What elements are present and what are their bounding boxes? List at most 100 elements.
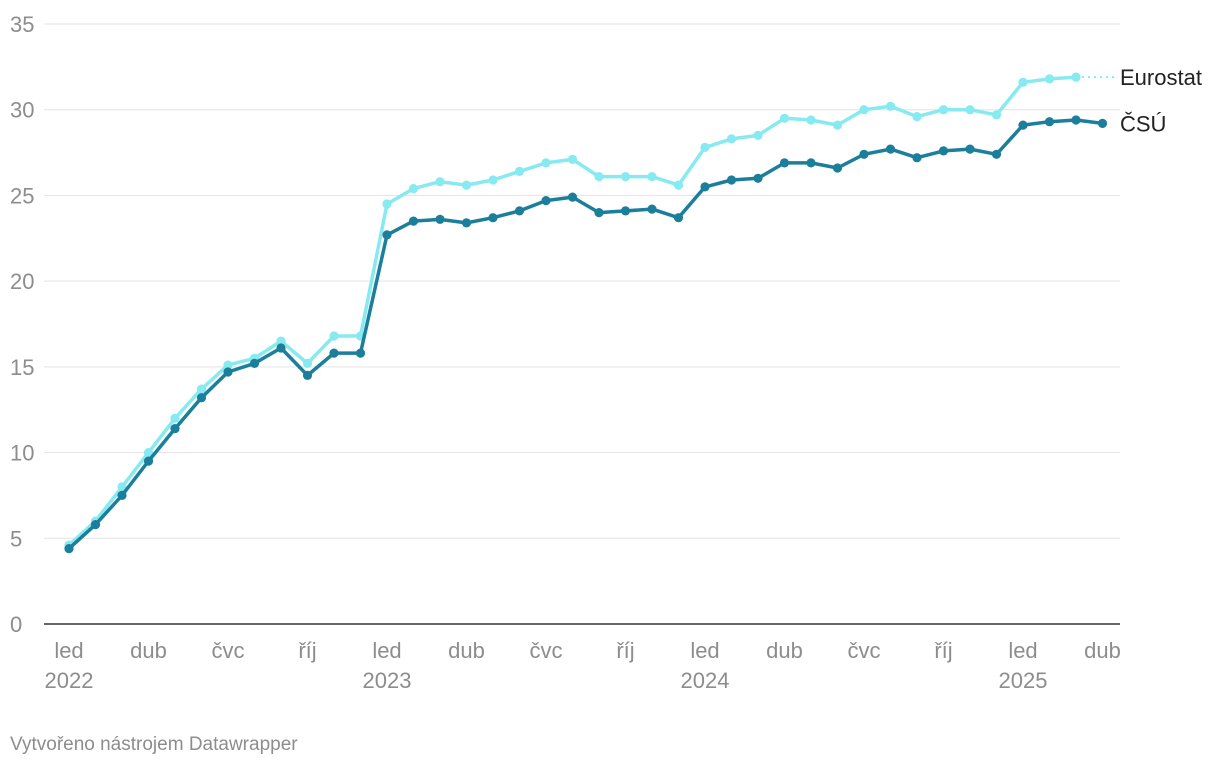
x-tick-label: čvc: [848, 638, 881, 663]
x-tick-year-label: 2025: [999, 668, 1048, 693]
data-point-eurostat: [223, 360, 233, 370]
x-tick-label: čvc: [212, 638, 245, 663]
data-point-csu: [223, 367, 233, 377]
data-point-eurostat: [514, 166, 525, 176]
datawrapper-credit-link[interactable]: Vytvořeno nástrojem Datawrapper: [10, 734, 298, 755]
data-point-eurostat: [753, 130, 763, 140]
data-point-csu: [885, 144, 896, 154]
data-point-eurostat: [673, 180, 684, 190]
y-tick-label: 0: [10, 612, 22, 637]
data-point-eurostat: [488, 175, 498, 185]
data-point-csu: [938, 146, 949, 156]
x-tick-year-label: 2024: [681, 668, 730, 693]
data-point-csu: [806, 158, 816, 168]
data-point-csu: [302, 370, 313, 380]
data-point-csu: [276, 343, 286, 353]
data-point-csu: [90, 520, 101, 530]
data-point-csu: [859, 149, 869, 159]
data-point-eurostat: [859, 105, 869, 115]
data-point-csu: [1071, 115, 1081, 125]
series-end-labels: Eurostat ČSÚ: [1082, 65, 1202, 136]
y-tick-label: 20: [10, 269, 34, 294]
y-tick-label: 35: [10, 12, 34, 37]
data-point-eurostat: [779, 113, 790, 123]
data-point-csu: [488, 213, 498, 223]
x-tick-label: čvc: [530, 638, 563, 663]
y-tick-label: 5: [10, 526, 22, 551]
data-point-eurostat: [700, 142, 710, 152]
data-point-csu: [912, 153, 922, 163]
data-point-eurostat: [991, 110, 1002, 120]
series-label-eurostat: Eurostat: [1120, 65, 1202, 90]
y-tick-label: 30: [10, 98, 34, 123]
data-point-eurostat: [726, 134, 737, 144]
x-tick-label: říj: [616, 638, 634, 663]
data-point-eurostat: [647, 172, 657, 182]
x-tick-label: led: [372, 638, 401, 663]
data-point-csu: [435, 214, 445, 224]
data-point-eurostat: [196, 384, 207, 394]
data-point-eurostat: [806, 115, 816, 125]
data-point-csu: [965, 144, 975, 154]
data-point-csu: [647, 204, 657, 214]
data-point-csu: [355, 348, 366, 358]
data-point-eurostat: [408, 184, 419, 194]
data-point-eurostat: [965, 105, 975, 115]
data-point-eurostat: [594, 172, 604, 182]
y-axis: 0 5 10 15 20 25 30 35: [10, 12, 34, 637]
data-point-eurostat: [620, 172, 631, 182]
data-point-csu: [700, 182, 710, 192]
series-label-csu: ČSÚ: [1120, 111, 1166, 136]
data-point-eurostat: [885, 101, 896, 111]
data-point-eurostat: [1044, 74, 1055, 84]
x-tick-label: říj: [934, 638, 952, 663]
x-tick-label: říj: [298, 638, 316, 663]
data-point-eurostat: [912, 112, 922, 122]
data-point-csu: [382, 230, 392, 240]
data-point-csu: [196, 393, 207, 403]
data-point-csu: [117, 490, 127, 500]
gridlines: [44, 23, 1120, 625]
series-line-eurostat: [67, 75, 1078, 547]
x-tick-label: dub: [448, 638, 485, 663]
data-point-csu: [726, 175, 737, 185]
data-point-csu: [64, 544, 74, 554]
data-point-csu: [673, 213, 684, 223]
data-point-csu: [461, 218, 472, 228]
x-tick-label: led: [1008, 638, 1037, 663]
data-point-eurostat: [170, 413, 180, 423]
data-point-csu: [594, 208, 604, 218]
x-axis: led 2022 dub čvc říj led 2023 dub čvc říj led 2024 d…: [45, 638, 1121, 693]
x-tick-label: led: [54, 638, 83, 663]
series-lines: [64, 72, 1108, 554]
data-point-csu: [567, 192, 578, 202]
data-point-csu: [1018, 120, 1028, 130]
data-point-eurostat: [143, 448, 154, 458]
x-tick-label: dub: [766, 638, 803, 663]
y-tick-label: 25: [10, 183, 34, 208]
data-point-eurostat: [938, 105, 949, 115]
data-point-eurostat: [832, 120, 843, 130]
data-point-eurostat: [435, 177, 445, 187]
x-tick-year-label: 2022: [45, 668, 94, 693]
data-point-eurostat: [1018, 77, 1028, 87]
y-tick-label: 10: [10, 441, 34, 466]
data-point-eurostat: [567, 154, 578, 164]
series-line-csu: [67, 118, 1105, 551]
data-point-csu: [620, 206, 631, 216]
data-point-eurostat: [461, 180, 472, 190]
data-point-csu: [753, 173, 763, 183]
data-point-eurostat: [329, 331, 339, 341]
data-point-csu: [170, 424, 180, 434]
x-tick-label: dub: [130, 638, 167, 663]
data-point-csu: [832, 163, 843, 173]
data-point-csu: [1044, 117, 1055, 127]
data-point-csu: [514, 206, 525, 216]
data-point-csu: [779, 158, 790, 168]
x-tick-year-label: 2023: [363, 668, 412, 693]
data-point-csu: [541, 196, 551, 206]
x-tick-label: dub: [1084, 638, 1121, 663]
data-point-eurostat: [276, 336, 286, 346]
data-point-eurostat: [302, 358, 313, 368]
